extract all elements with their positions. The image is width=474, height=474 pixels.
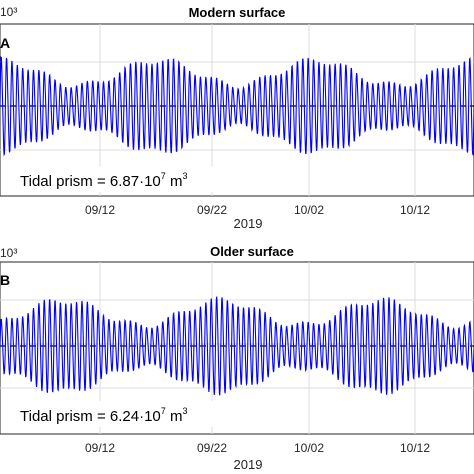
panel-a-letter: A bbox=[0, 35, 10, 51]
panel-a-axes-box bbox=[0, 23, 474, 197]
panel-b-series-line bbox=[0, 296, 474, 396]
panel-b-x-ticks: 09/12 09/22 10/02 10/12 bbox=[85, 441, 430, 455]
x-tick-label: 10/12 bbox=[400, 203, 430, 217]
x-tick-label: 10/02 bbox=[294, 203, 324, 217]
panel-b-xlabel: 2019 bbox=[234, 457, 263, 472]
panel-a-xlabel: 2019 bbox=[234, 216, 263, 231]
panel-b-title: Older surface bbox=[210, 244, 294, 259]
x-tick-label: 09/22 bbox=[197, 203, 227, 217]
panel-a-annotation: Tidal prism = 6.87·107 m3 bbox=[20, 171, 187, 190]
x-tick-label: 10/12 bbox=[400, 441, 430, 455]
panel-b-exponent-label: 10³ bbox=[0, 246, 17, 260]
panel-b-axes-box bbox=[0, 261, 474, 435]
panel-a-exponent-label: 10³ bbox=[0, 5, 17, 19]
x-tick-label: 10/02 bbox=[294, 441, 324, 455]
panel-a: 10³ Modern surface A Tidal prism = 6.87·… bbox=[0, 5, 474, 231]
panel-a-series-line bbox=[0, 56, 474, 157]
panel-b: 10³ Older surface B Tidal prism = 6.24·1… bbox=[0, 244, 474, 472]
panel-a-x-ticks: 09/12 09/22 10/02 10/12 bbox=[85, 203, 430, 217]
panel-a-annotation-bg bbox=[14, 166, 236, 192]
x-tick-label: 09/12 bbox=[85, 441, 115, 455]
panel-b-annotation: Tidal prism = 6.24·107 m3 bbox=[20, 406, 187, 425]
panel-a-title: Modern surface bbox=[189, 5, 286, 20]
x-tick-label: 09/12 bbox=[85, 203, 115, 217]
x-tick-label: 09/22 bbox=[197, 441, 227, 455]
panel-b-letter: B bbox=[0, 272, 10, 288]
panel-b-annotation-bg bbox=[14, 401, 236, 427]
